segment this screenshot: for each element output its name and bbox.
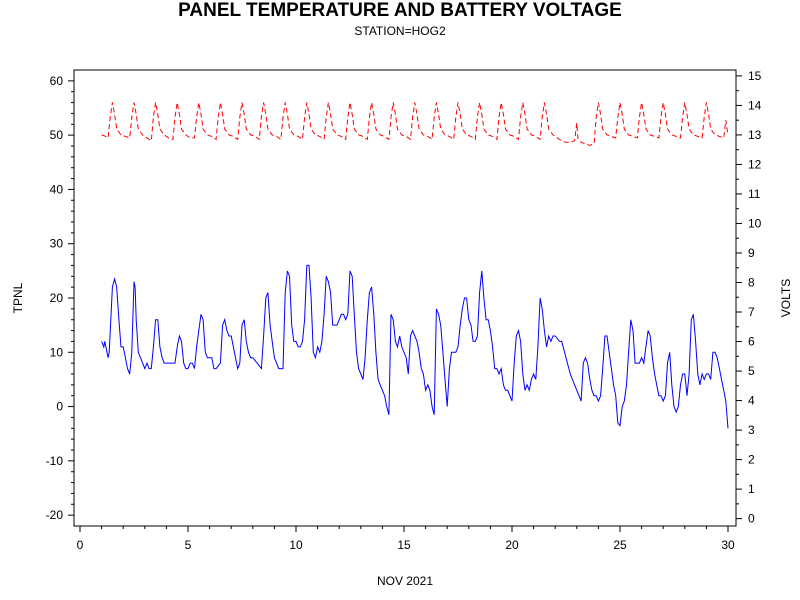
y-axis-right-label: VOLTS: [779, 279, 793, 317]
series-line-tpnl: [101, 264, 729, 429]
y-right-tick-label: 4: [748, 394, 755, 408]
y-right-tick-label: 15: [748, 69, 762, 83]
x-tick-label: 15: [397, 538, 411, 552]
x-tick-label: 25: [613, 538, 627, 552]
x-axis: 0 5 10 15 20 25 30: [77, 526, 735, 552]
y-right-tick-label: 5: [748, 364, 755, 378]
y-left-tick-label: -10: [46, 454, 64, 468]
y-right-tick-label: 0: [748, 512, 755, 526]
y-right-tick-label: 12: [748, 157, 762, 171]
y-right-tick-label: 2: [748, 453, 755, 467]
y-right-tick-label: 11: [748, 187, 761, 201]
y-right-tick-label: 7: [748, 305, 755, 319]
series-layer: [101, 102, 729, 429]
y-left-tick-label: 20: [50, 291, 64, 305]
x-tick-label: 20: [505, 538, 519, 552]
y-right-tick-label: 6: [748, 335, 755, 349]
x-axis-label: NOV 2021: [377, 574, 433, 588]
y-right-tick-label: 13: [748, 128, 762, 142]
x-tick-label: 30: [721, 538, 735, 552]
y-right-tick-label: 14: [748, 98, 762, 112]
y-right-tick-label: 1: [748, 482, 755, 496]
y-right-tick-label: 10: [748, 216, 762, 230]
y-axis-left: -20 -10 0 10 20 30 40 50 60: [46, 74, 74, 522]
chart-subtitle: STATION=HOG2: [354, 24, 446, 38]
series-line-volts: [101, 102, 729, 146]
chart-title: PANEL TEMPERATURE AND BATTERY VOLTAGE: [178, 0, 622, 21]
y-right-tick-label: 3: [748, 423, 755, 437]
y-left-tick-label: 30: [50, 237, 64, 251]
y-left-tick-label: -20: [46, 508, 64, 522]
x-tick-label: 5: [185, 538, 192, 552]
y-right-tick-label: 8: [748, 276, 755, 290]
y-axis-left-label: TPNL: [11, 282, 25, 313]
x-tick-label: 0: [77, 538, 84, 552]
y-left-tick-label: 50: [50, 128, 64, 142]
y-left-tick-label: 60: [50, 74, 64, 88]
x-tick-label: 10: [289, 538, 303, 552]
y-left-tick-label: 40: [50, 182, 64, 196]
y-right-tick-label: 9: [748, 246, 755, 260]
y-left-tick-label: 0: [56, 400, 63, 414]
y-left-tick-label: 10: [50, 345, 64, 359]
